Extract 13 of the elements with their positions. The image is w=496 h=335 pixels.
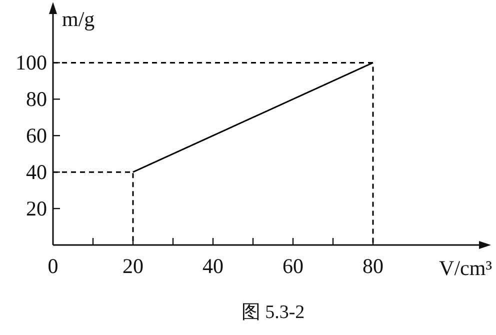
x-tick-label: 80 [362, 254, 384, 278]
y-tick-label: 40 [26, 160, 47, 184]
y-tick-label: 20 [26, 196, 47, 221]
x-tick-label: 0 [48, 254, 58, 278]
x-tick-label: 60 [282, 254, 304, 278]
y-tick-label: 80 [26, 87, 47, 112]
x-tick-label: 20 [122, 254, 144, 278]
caption: 图 5.3-2 [241, 302, 305, 323]
x-tick-label: 40 [202, 254, 224, 278]
x-axis-title: V/cm³ [439, 256, 492, 280]
y-tick-label: 60 [26, 124, 47, 148]
y-tick-label: 100 [16, 50, 47, 75]
y-axis-title: m/g [62, 7, 96, 31]
